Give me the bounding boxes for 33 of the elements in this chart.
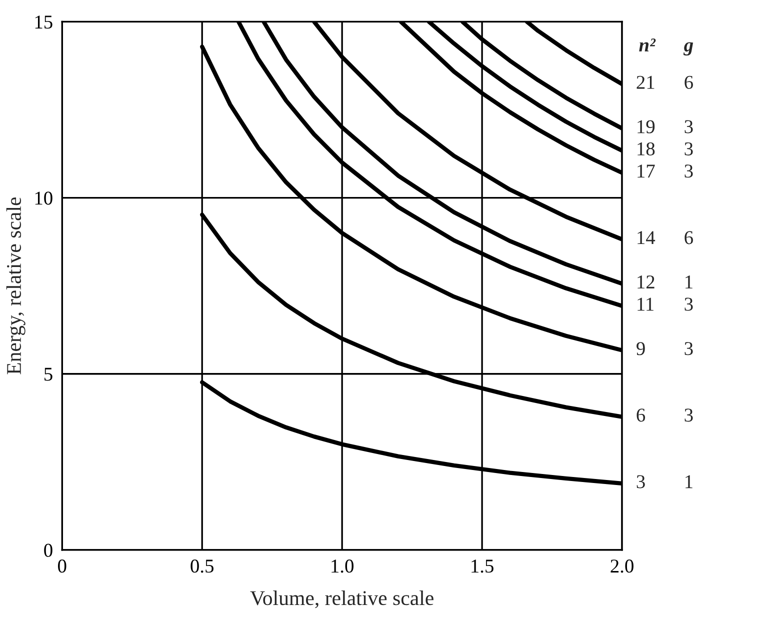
series-label: 3	[636, 475, 645, 488]
text: 3	[684, 298, 693, 311]
x-tick-label: 0.5	[190, 560, 214, 573]
y-tick-label: 15	[35, 16, 52, 29]
text: 6	[684, 76, 693, 89]
text: 3	[684, 408, 693, 422]
text: 1	[686, 276, 692, 288]
y-tick-label: 5	[44, 368, 52, 381]
series-label: 11	[638, 298, 654, 311]
y-axis-title: Energy, relative scale	[6, 197, 26, 374]
series-label: 21	[636, 76, 654, 89]
text: 1	[686, 475, 692, 488]
series-label: 14	[638, 231, 656, 244]
text: 3	[684, 120, 693, 134]
y-tick-label: 10	[35, 192, 52, 205]
series-label: 19	[638, 120, 655, 134]
series-label: 17	[638, 164, 655, 178]
y-tick-label: 0	[44, 544, 52, 557]
series-label: 6	[636, 408, 646, 422]
text: n²	[639, 38, 656, 52]
series-label: 9	[636, 342, 645, 356]
text: 3	[684, 342, 693, 356]
x-tick-label: 1.5	[472, 560, 494, 573]
series-label: 12	[638, 276, 654, 288]
text: 3	[684, 164, 693, 178]
x-tick-label: 0	[58, 560, 66, 573]
text: 3	[684, 142, 693, 156]
x-tick-label: 2.0	[610, 560, 634, 573]
x-tick-label: 1.0	[332, 560, 354, 573]
series-label: 18	[638, 142, 655, 156]
x-axis-title: Volume, relative scale	[250, 590, 434, 608]
text: g	[683, 42, 694, 56]
text: 6	[684, 231, 693, 244]
